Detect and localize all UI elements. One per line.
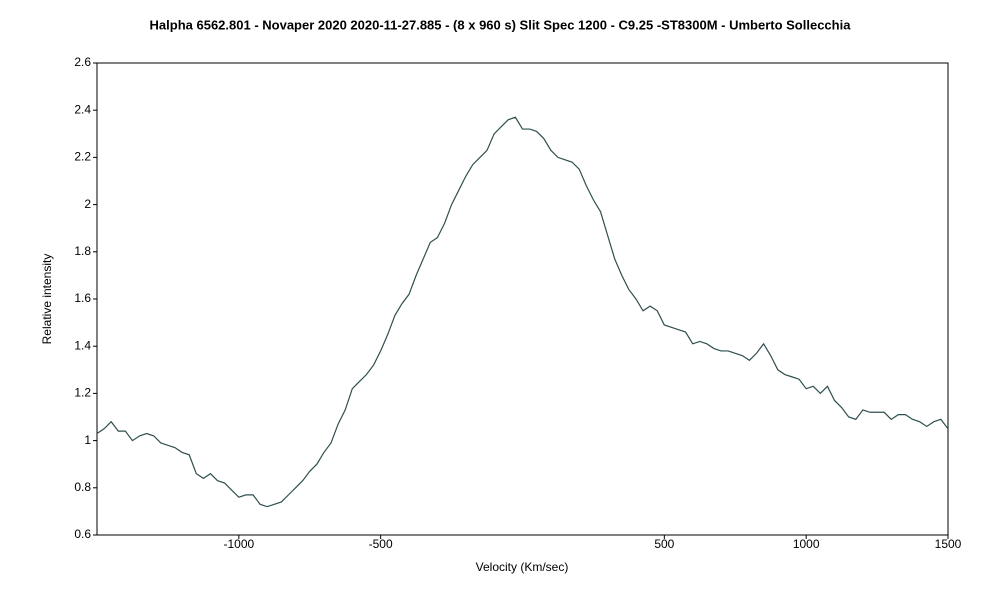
- y-tick-label: 1.8: [74, 244, 91, 258]
- y-tick-label: 1.2: [74, 386, 91, 400]
- x-tick-label: -500: [369, 537, 393, 551]
- x-tick-label: -1000: [223, 537, 254, 551]
- y-tick-label: 2.4: [74, 102, 91, 116]
- y-tick-label: 1: [84, 433, 91, 447]
- y-tick-label: 0.6: [74, 527, 91, 541]
- x-tick-label: 500: [654, 537, 674, 551]
- y-tick-label: 2: [84, 197, 91, 211]
- y-tick-label: 1.4: [74, 338, 91, 352]
- y-tick-label: 1.6: [74, 291, 91, 305]
- y-tick-label: 2.6: [74, 55, 91, 69]
- y-tick-label: 2.2: [74, 150, 91, 164]
- y-tick-label: 0.8: [74, 480, 91, 494]
- chart-title: Halpha 6562.801 - Novaper 2020 2020-11-2…: [150, 17, 852, 32]
- x-axis-label: Velocity (Km/sec): [476, 560, 569, 574]
- spectrum-line: [96, 116, 949, 508]
- plot-frame: [96, 62, 949, 536]
- y-axis-label: Relative intensity: [40, 254, 54, 345]
- x-tick-label: 1000: [793, 537, 820, 551]
- x-tick-label: 1500: [935, 537, 962, 551]
